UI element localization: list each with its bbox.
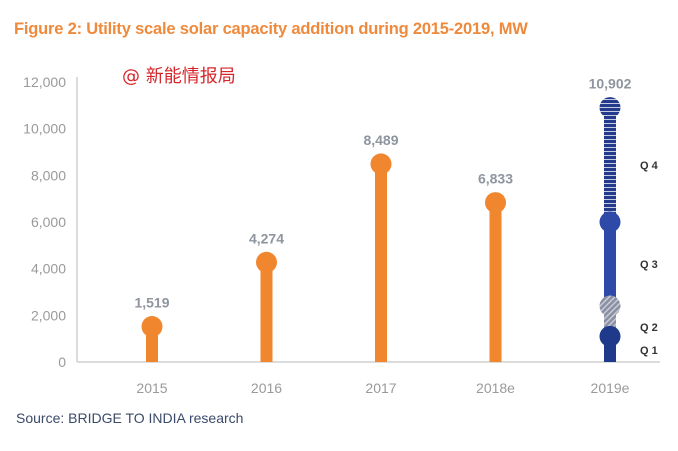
source-note: Source: BRIDGE TO INDIA research: [16, 410, 244, 426]
quarter-label: Q 1: [640, 345, 658, 357]
y-tick-label: 4,000: [31, 261, 66, 277]
segment-marker: [599, 211, 621, 233]
quarter-label: Q 2: [640, 322, 658, 334]
lollipop-head: [485, 192, 506, 214]
lollipop-head: [256, 251, 277, 273]
chart-title: Figure 2: Utility scale solar capacity a…: [14, 20, 528, 38]
lollipop-head: [141, 316, 163, 338]
watermark: @ 新能情报局: [122, 66, 236, 87]
stacked-segment-q4: [604, 107, 616, 222]
stacked-segment-q3: [604, 222, 616, 306]
y-tick-label: 2,000: [31, 307, 66, 323]
segment-marker: [599, 295, 621, 317]
x-tick-label: 2018e: [476, 380, 515, 396]
quarter-label: Q 4: [640, 160, 659, 172]
lollipop-stem: [260, 262, 273, 362]
data-label: 6,833: [478, 171, 513, 187]
y-tick-label: 12,000: [23, 74, 66, 90]
x-tick-label: 2017: [365, 380, 396, 396]
x-tick-label: 2016: [251, 380, 282, 396]
data-label: 8,489: [363, 132, 398, 148]
y-tick-label: 8,000: [31, 167, 66, 183]
y-tick-label: 0: [58, 354, 66, 370]
data-label: 4,274: [249, 230, 284, 246]
y-tick-label: 10,000: [23, 121, 66, 137]
lollipop-head: [370, 153, 392, 175]
data-label: 1,519: [134, 295, 169, 311]
y-tick-label: 6,000: [31, 214, 66, 230]
x-tick-label: 2015: [136, 380, 167, 396]
lollipop-stem: [489, 202, 502, 362]
quarter-label: Q 3: [640, 259, 658, 271]
data-label: 10,902: [589, 76, 632, 92]
segment-marker: [599, 325, 621, 347]
lollipop-stem: [375, 163, 387, 362]
x-tick-label: 2019e: [591, 380, 630, 396]
segment-marker: [599, 97, 621, 119]
